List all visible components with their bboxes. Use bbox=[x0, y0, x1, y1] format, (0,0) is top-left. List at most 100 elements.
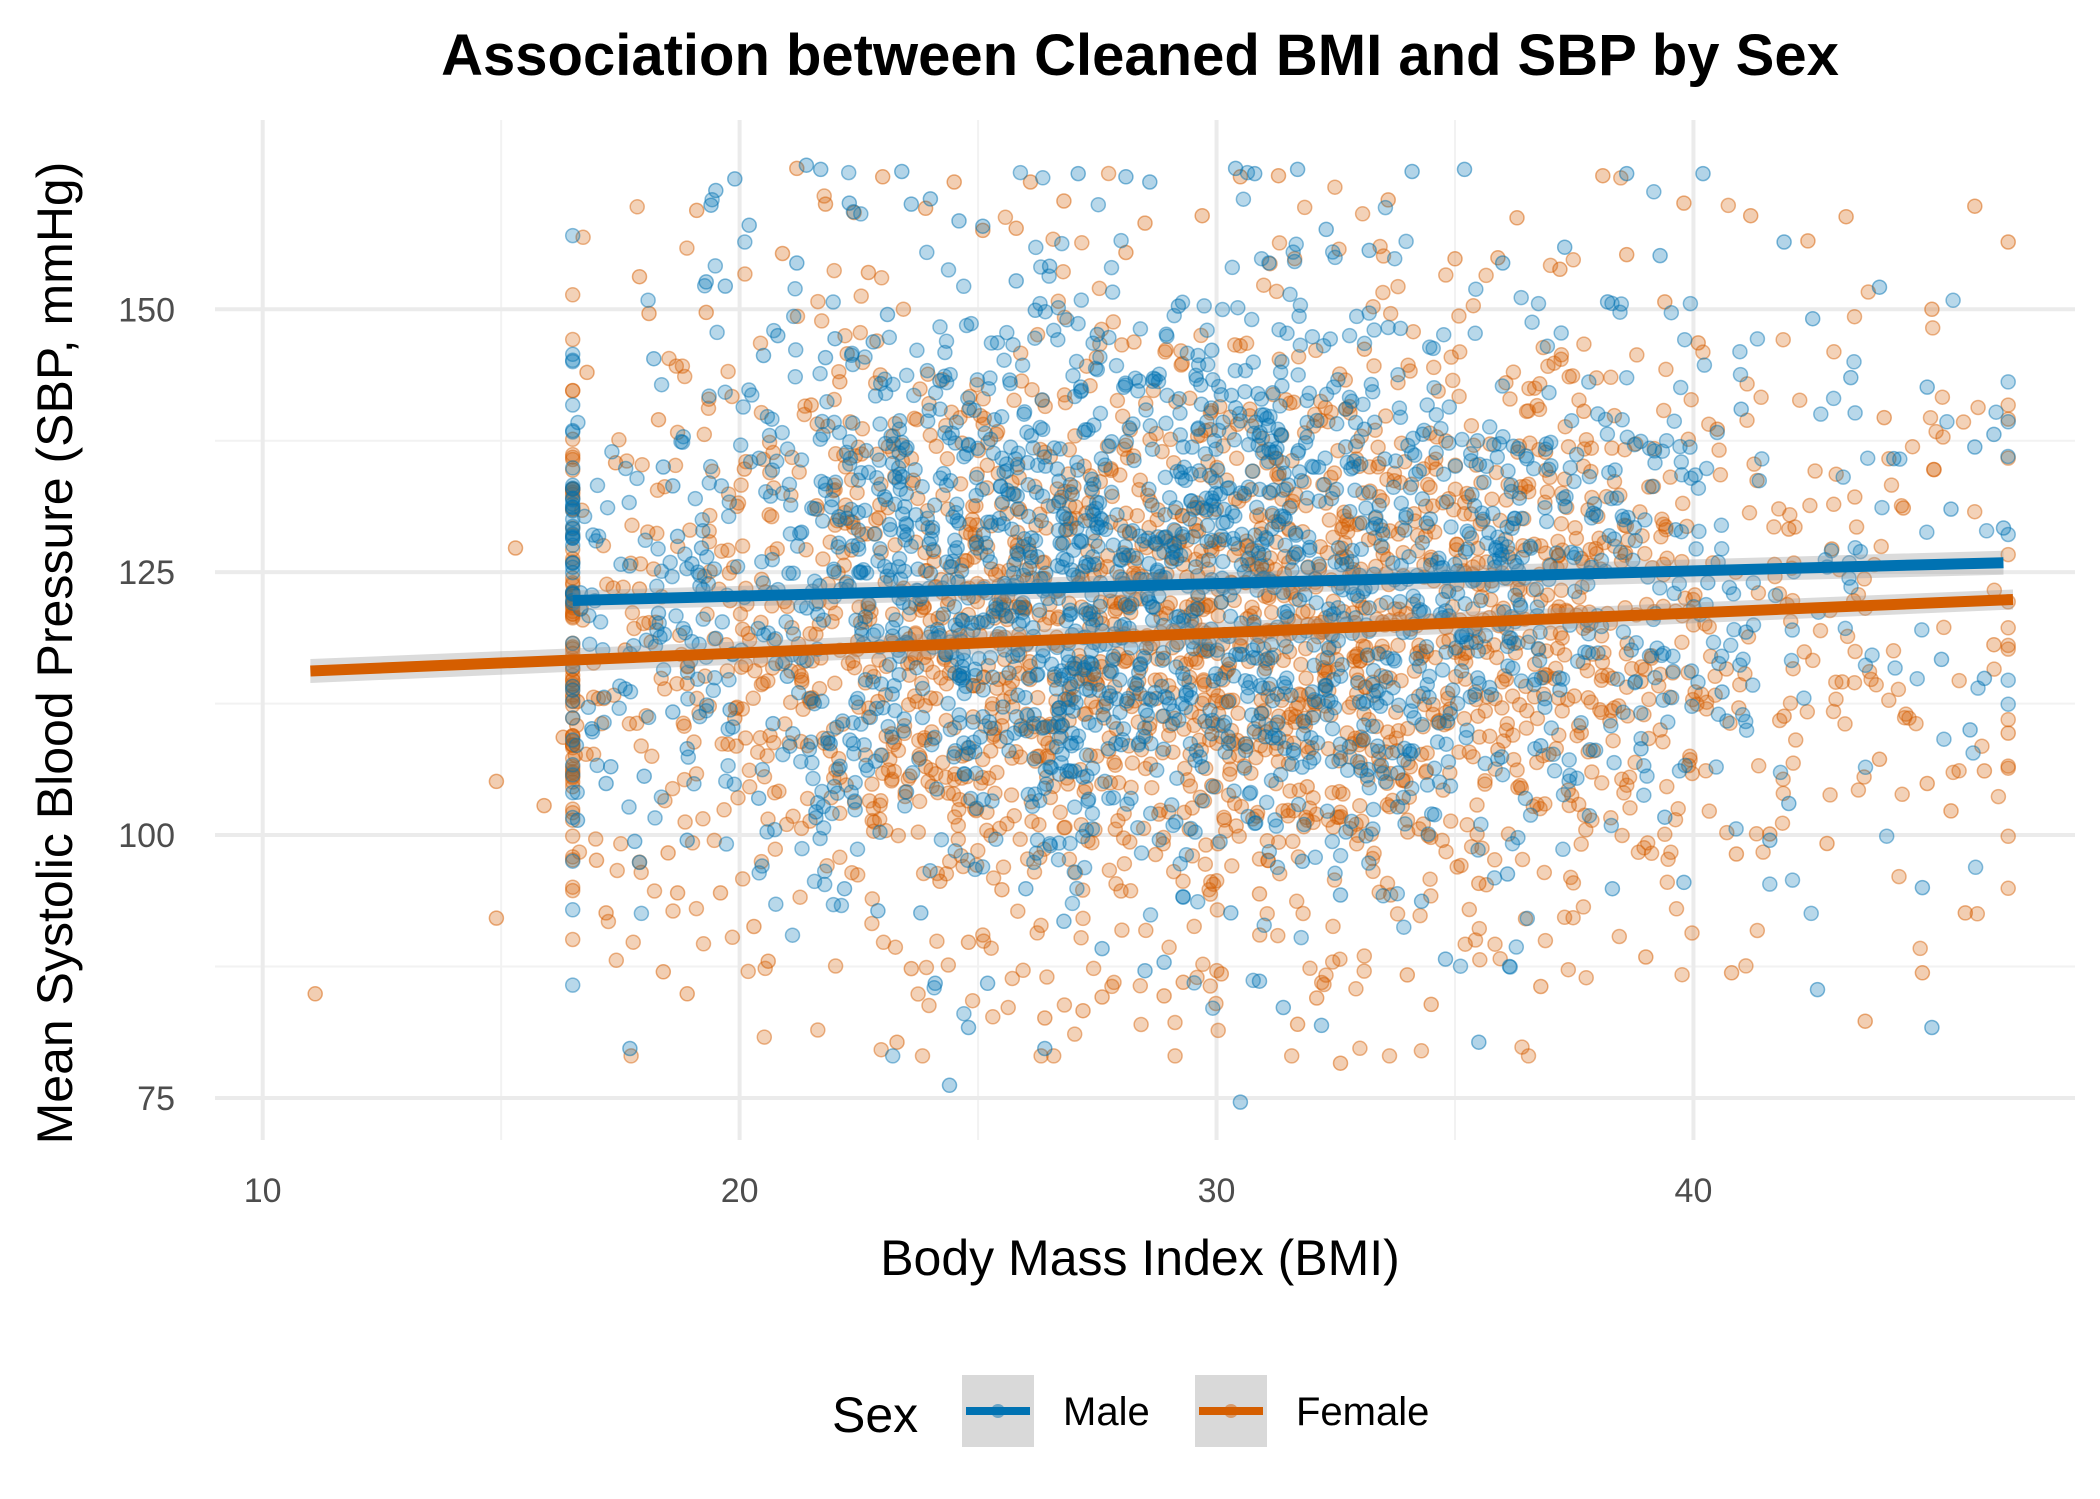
point-male bbox=[1289, 161, 1306, 178]
point-female bbox=[1367, 530, 1383, 546]
point-male bbox=[755, 347, 772, 364]
point-female bbox=[844, 864, 860, 881]
point-male bbox=[1244, 463, 1261, 479]
point-female bbox=[676, 771, 693, 788]
point-male bbox=[921, 535, 937, 552]
point-female bbox=[1207, 533, 1223, 550]
point-female bbox=[1117, 550, 1134, 566]
point-male bbox=[911, 751, 927, 768]
point-male bbox=[827, 330, 843, 347]
point-female bbox=[1061, 712, 1077, 729]
point-male bbox=[1169, 463, 1185, 480]
point-female bbox=[733, 477, 749, 493]
point-female bbox=[1517, 542, 1533, 558]
point-male bbox=[1627, 673, 1644, 690]
point-male bbox=[979, 547, 995, 564]
point-female bbox=[1502, 545, 1518, 562]
point-female bbox=[1105, 314, 1122, 330]
point-female bbox=[1011, 646, 1028, 662]
point-female bbox=[1301, 800, 1318, 816]
point-female bbox=[1467, 932, 1484, 948]
point-female bbox=[1374, 539, 1391, 556]
point-male bbox=[1184, 439, 1200, 455]
point-female bbox=[1390, 722, 1407, 739]
point-male bbox=[673, 433, 689, 450]
point-male bbox=[927, 975, 943, 992]
point-female bbox=[918, 656, 935, 673]
point-female bbox=[1447, 644, 1463, 661]
point-male bbox=[1537, 499, 1553, 516]
point-female bbox=[1451, 308, 1467, 324]
point-female bbox=[1155, 829, 1172, 846]
point-female bbox=[1457, 654, 1474, 671]
point-female bbox=[1299, 739, 1316, 755]
point-female bbox=[813, 313, 830, 329]
point-female bbox=[819, 858, 835, 874]
point-female bbox=[1189, 499, 1205, 516]
point-female bbox=[643, 634, 659, 650]
point-female bbox=[1220, 787, 1237, 803]
point-female bbox=[809, 416, 825, 432]
point-female bbox=[1109, 392, 1126, 409]
point-female bbox=[1655, 734, 1671, 750]
point-male bbox=[814, 513, 831, 529]
point-male bbox=[1151, 832, 1168, 848]
point-female bbox=[854, 526, 870, 543]
point-male bbox=[1426, 379, 1442, 396]
point-female bbox=[1029, 925, 1045, 941]
point-female bbox=[1560, 782, 1577, 798]
point-female bbox=[1214, 694, 1230, 711]
point-female bbox=[873, 270, 890, 286]
point-female bbox=[1611, 928, 1628, 945]
point-male bbox=[1080, 791, 1097, 807]
point-male bbox=[1556, 239, 1573, 255]
point-female bbox=[1116, 855, 1133, 872]
point-male bbox=[887, 702, 903, 719]
point-female bbox=[564, 739, 581, 756]
point-male bbox=[1470, 842, 1486, 858]
point-female bbox=[1323, 469, 1339, 486]
point-male bbox=[766, 821, 783, 838]
point-male bbox=[1214, 301, 1231, 318]
point-female bbox=[1331, 783, 1348, 800]
point-male bbox=[599, 499, 616, 516]
point-male bbox=[1227, 160, 1244, 177]
point-female bbox=[1307, 406, 1323, 423]
point-female bbox=[575, 229, 591, 246]
point-female bbox=[1570, 796, 1587, 813]
point-female bbox=[1003, 787, 1020, 803]
point-male bbox=[865, 334, 881, 350]
point-male bbox=[1205, 779, 1222, 795]
point-male bbox=[1708, 759, 1724, 775]
point-female bbox=[1142, 716, 1158, 732]
point-female bbox=[996, 651, 1013, 668]
point-female bbox=[721, 565, 738, 581]
point-female bbox=[1121, 524, 1138, 541]
point-male bbox=[680, 691, 696, 707]
point-male bbox=[1128, 550, 1145, 567]
point-male bbox=[1401, 548, 1417, 565]
point-male bbox=[1158, 415, 1174, 432]
point-male bbox=[1150, 529, 1166, 545]
point-male bbox=[1442, 778, 1459, 794]
point-female bbox=[1969, 906, 1986, 922]
point-female bbox=[1776, 708, 1792, 724]
point-male bbox=[1626, 519, 1643, 536]
point-female bbox=[564, 331, 581, 348]
point-male bbox=[1462, 689, 1479, 705]
point-male bbox=[1636, 787, 1652, 803]
point-male bbox=[1213, 387, 1230, 403]
point-male bbox=[1280, 477, 1297, 493]
point-male bbox=[598, 775, 614, 792]
point-female bbox=[1117, 437, 1134, 453]
point-female bbox=[1317, 661, 1334, 678]
point-female bbox=[1271, 514, 1287, 530]
point-female bbox=[733, 659, 750, 675]
point-female bbox=[1857, 1013, 1873, 1029]
point-male bbox=[1458, 634, 1475, 651]
point-female bbox=[564, 462, 581, 478]
point-male bbox=[1064, 725, 1081, 741]
point-female bbox=[1293, 687, 1309, 703]
point-female bbox=[962, 526, 979, 542]
point-female bbox=[771, 783, 787, 799]
